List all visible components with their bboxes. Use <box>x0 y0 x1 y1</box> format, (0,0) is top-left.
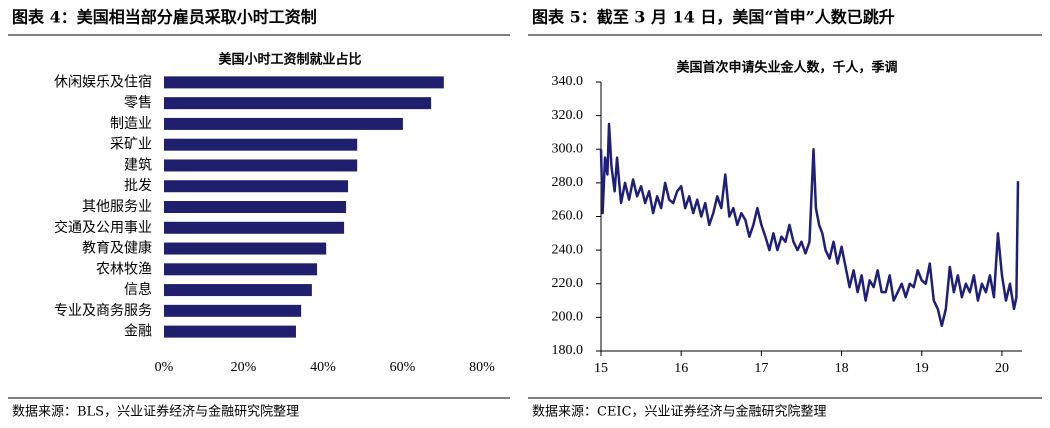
source: 数据来源：CEIC，兴业证券经济与金融研究院整理 <box>532 404 827 420</box>
x-tick-label: 80% <box>469 360 495 375</box>
x-tick-label: 60% <box>390 360 416 375</box>
x-tick-label: 19 <box>915 361 929 376</box>
y-tick-label: 260.0 <box>552 209 584 224</box>
bar <box>164 138 358 151</box>
y-tick-label: 280.0 <box>552 175 584 190</box>
x-tick-label: 15 <box>594 361 608 376</box>
bar <box>164 284 312 297</box>
source: 数据来源：BLS，兴业证券经济与金融研究院整理 <box>12 404 299 420</box>
category-label: 农林牧渔 <box>96 261 152 277</box>
x-tick-label: 18 <box>835 361 849 376</box>
x-tick-label: 40% <box>310 360 336 375</box>
bar <box>164 159 358 172</box>
category-label: 金融 <box>124 324 152 340</box>
x-tick-label: 20 <box>995 361 1009 376</box>
x-tick-label: 20% <box>231 360 257 375</box>
x-tick-label: 0% <box>155 360 174 375</box>
bar <box>164 76 444 89</box>
category-label: 制造业 <box>110 116 152 132</box>
figure-title: 图表 5：截至 3 月 14 日，美国“首申”人数已跳升 <box>532 8 895 27</box>
bar <box>164 201 347 213</box>
category-label: 交通及公用事业 <box>54 219 152 236</box>
category-label: 其他服务业 <box>82 199 152 215</box>
x-tick-label: 17 <box>754 361 768 376</box>
y-tick-label: 340.0 <box>552 74 584 89</box>
category-label: 教育及健康 <box>82 240 152 257</box>
category-label: 批发 <box>124 178 152 194</box>
x-tick-label: 16 <box>674 361 688 376</box>
bar <box>164 97 432 110</box>
category-label: 专业及商务服务 <box>54 303 152 319</box>
bar <box>164 221 345 234</box>
bar <box>164 304 302 317</box>
line <box>599 122 1020 328</box>
y-tick-label: 180.0 <box>552 343 584 358</box>
y-tick-label: 240.0 <box>552 242 584 257</box>
figure-title: 图表 4：美国相当部分雇员采取小时工资制 <box>12 8 317 27</box>
y-tick-label: 200.0 <box>552 310 584 325</box>
chart-title: 美国首次申请失业金人数，千人，季调 <box>676 60 897 76</box>
y-tick-label: 300.0 <box>552 141 584 156</box>
y-tick-label: 320.0 <box>552 108 584 123</box>
y-tick-label: 220.0 <box>552 276 584 291</box>
category-label: 建筑 <box>124 157 152 173</box>
bar <box>164 242 327 255</box>
category-label: 休闲娱乐及住宿 <box>54 73 152 90</box>
bar <box>164 325 296 338</box>
category-label: 信息 <box>124 281 152 298</box>
category-label: 采矿业 <box>110 137 152 153</box>
chart-title: 美国小时工资制就业占比 <box>218 52 361 68</box>
bar <box>164 263 318 276</box>
bar <box>164 117 403 130</box>
bar <box>164 180 349 193</box>
category-label: 零售 <box>124 95 152 111</box>
